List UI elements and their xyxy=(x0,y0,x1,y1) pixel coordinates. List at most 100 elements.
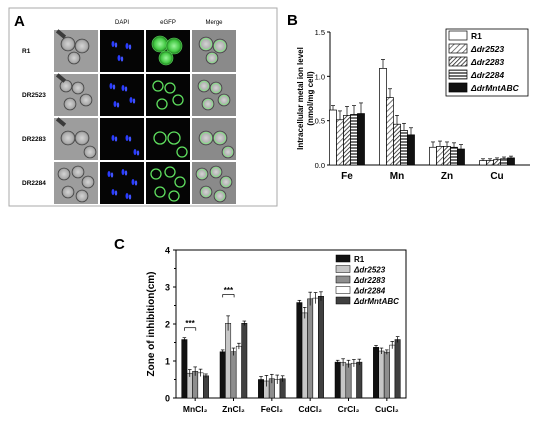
dapi-spot xyxy=(113,101,117,107)
bacterial-cell xyxy=(198,36,214,52)
merge-overlay xyxy=(214,40,226,52)
bar-b-mn-4 xyxy=(407,134,415,166)
micrograph-dr2283-3 xyxy=(192,118,236,160)
bar-c-5-3 xyxy=(389,344,396,399)
row-label-dr2283: DR2283 xyxy=(22,136,46,143)
dapi-spot xyxy=(114,42,118,48)
micrograph-r1-1 xyxy=(100,30,144,72)
bacterial-cell xyxy=(212,38,228,54)
bar-b-zn-2 xyxy=(443,146,451,166)
dapi-spot xyxy=(109,83,113,89)
legend-label-0: R1 xyxy=(354,255,365,264)
egfp-cell xyxy=(168,190,180,202)
y-tick-label: 1 xyxy=(165,357,170,367)
legend-swatch xyxy=(335,286,351,294)
dapi-spot xyxy=(110,172,114,178)
significance-label: *** xyxy=(185,319,195,328)
dapi-spot xyxy=(111,189,115,195)
bar-b-zn-1 xyxy=(436,146,444,166)
bar-b-mn-3 xyxy=(400,130,408,166)
bacterial-cell xyxy=(61,185,75,199)
debris xyxy=(55,73,67,83)
bacterial-cell xyxy=(67,51,81,65)
legend-label-4: ΔdrMntABC xyxy=(470,83,520,93)
panel-b-letter: B xyxy=(287,12,298,29)
merge-overlay xyxy=(200,38,212,50)
bar-c-1-2 xyxy=(230,351,237,399)
legend-label-0: R1 xyxy=(471,31,482,41)
panel-c-letter: C xyxy=(114,236,125,253)
x-tick-label-4: CrCl₂ xyxy=(338,404,360,414)
micrograph-background xyxy=(100,30,144,72)
egfp-cell xyxy=(156,98,168,110)
dapi-spot xyxy=(124,86,128,92)
dapi-spot xyxy=(124,170,128,176)
micrograph-dr2523-0 xyxy=(54,73,98,116)
dapi-spot xyxy=(133,149,137,155)
dapi-spot xyxy=(114,190,118,196)
bar-b-mn-1 xyxy=(386,97,394,166)
bar-b-cu-0 xyxy=(479,160,487,166)
legend-swatch xyxy=(335,254,351,263)
bar-c-0-4 xyxy=(203,375,209,399)
x-tick-label-5: CuCl₂ xyxy=(375,404,399,414)
micrograph-background xyxy=(100,162,144,204)
panel-b: B 0.0 0.5 1.0 1.5 Intracellular metal ion le… xyxy=(287,12,530,182)
bar-c-1-1 xyxy=(225,323,232,399)
merge-overlay xyxy=(199,81,209,91)
dapi-spot xyxy=(128,136,132,142)
dapi-spot xyxy=(111,135,115,141)
bar-c-0-0 xyxy=(181,339,188,399)
bacterial-cell xyxy=(79,93,93,107)
x-tick-label-3: CdCl₂ xyxy=(298,404,322,414)
y-tick-label: 4 xyxy=(165,246,170,256)
legend-swatch xyxy=(448,30,468,41)
egfp-cell xyxy=(158,50,174,66)
micrograph-dr2284-0 xyxy=(54,162,98,204)
egfp-cell xyxy=(150,168,162,180)
bacterial-cell xyxy=(71,165,85,179)
bar-c-3-1 xyxy=(301,312,308,399)
bar-b-mn-0 xyxy=(379,68,387,166)
bar-b-zn-0 xyxy=(429,146,437,166)
egfp-cell xyxy=(164,82,176,94)
micrograph-background xyxy=(192,30,236,72)
x-tick-label-2: FeCl₂ xyxy=(261,404,283,414)
bar-b-cu-2 xyxy=(493,159,501,166)
bacterial-cell xyxy=(212,130,228,146)
legend-label-1: Δdr2523 xyxy=(353,266,386,275)
dapi-spot xyxy=(114,136,118,142)
legend-swatch xyxy=(448,56,468,67)
panel-c: C 0 1 2 3 4 Zone of inhibition(cm) MnCl₂ ZnCl₂ F… xyxy=(114,236,407,414)
y-tick-label: 1.0 xyxy=(315,72,325,81)
bacterial-cell xyxy=(74,38,90,54)
bar-c-5-0 xyxy=(373,347,379,399)
bacterial-cell xyxy=(59,79,73,93)
microscopy-grid: DAPI eGFP Merge R1 DR2523 DR2283 DR2284 xyxy=(22,20,236,204)
merge-overlay xyxy=(214,132,226,144)
merge-overlay xyxy=(201,187,211,197)
bar-b-zn-3 xyxy=(450,146,458,166)
micrograph-dr2283-1 xyxy=(100,118,144,160)
y-tick-label: 1.5 xyxy=(315,28,325,37)
micrograph-dr2523-1 xyxy=(100,74,144,116)
bar-c-4-2 xyxy=(345,363,352,399)
egfp-cell xyxy=(154,186,166,198)
legend-label-3: Δdr2284 xyxy=(353,287,386,296)
bar-c-5-2 xyxy=(383,351,390,399)
panel-a: A DAPI eGFP Merge R1 DR2523 DR2283 DR2284 xyxy=(8,7,278,207)
row-label-dr2284: DR2284 xyxy=(22,180,46,187)
dapi-spot xyxy=(125,43,129,49)
dapi-spot xyxy=(128,194,132,200)
micrograph-r1-0 xyxy=(54,29,98,72)
y-tick-label: 2 xyxy=(165,320,170,330)
debris xyxy=(55,117,67,127)
micrograph-dr2284-3 xyxy=(192,162,236,204)
row-label-r1: R1 xyxy=(22,48,31,55)
bar-b-cu-3 xyxy=(500,158,508,166)
bar-c-4-1 xyxy=(340,362,347,399)
row-label-dr2523: DR2523 xyxy=(22,92,46,99)
egfp-cell xyxy=(172,94,184,106)
micrograph-dr2523-3 xyxy=(192,74,236,116)
column-header-dapi: DAPI xyxy=(115,20,129,26)
